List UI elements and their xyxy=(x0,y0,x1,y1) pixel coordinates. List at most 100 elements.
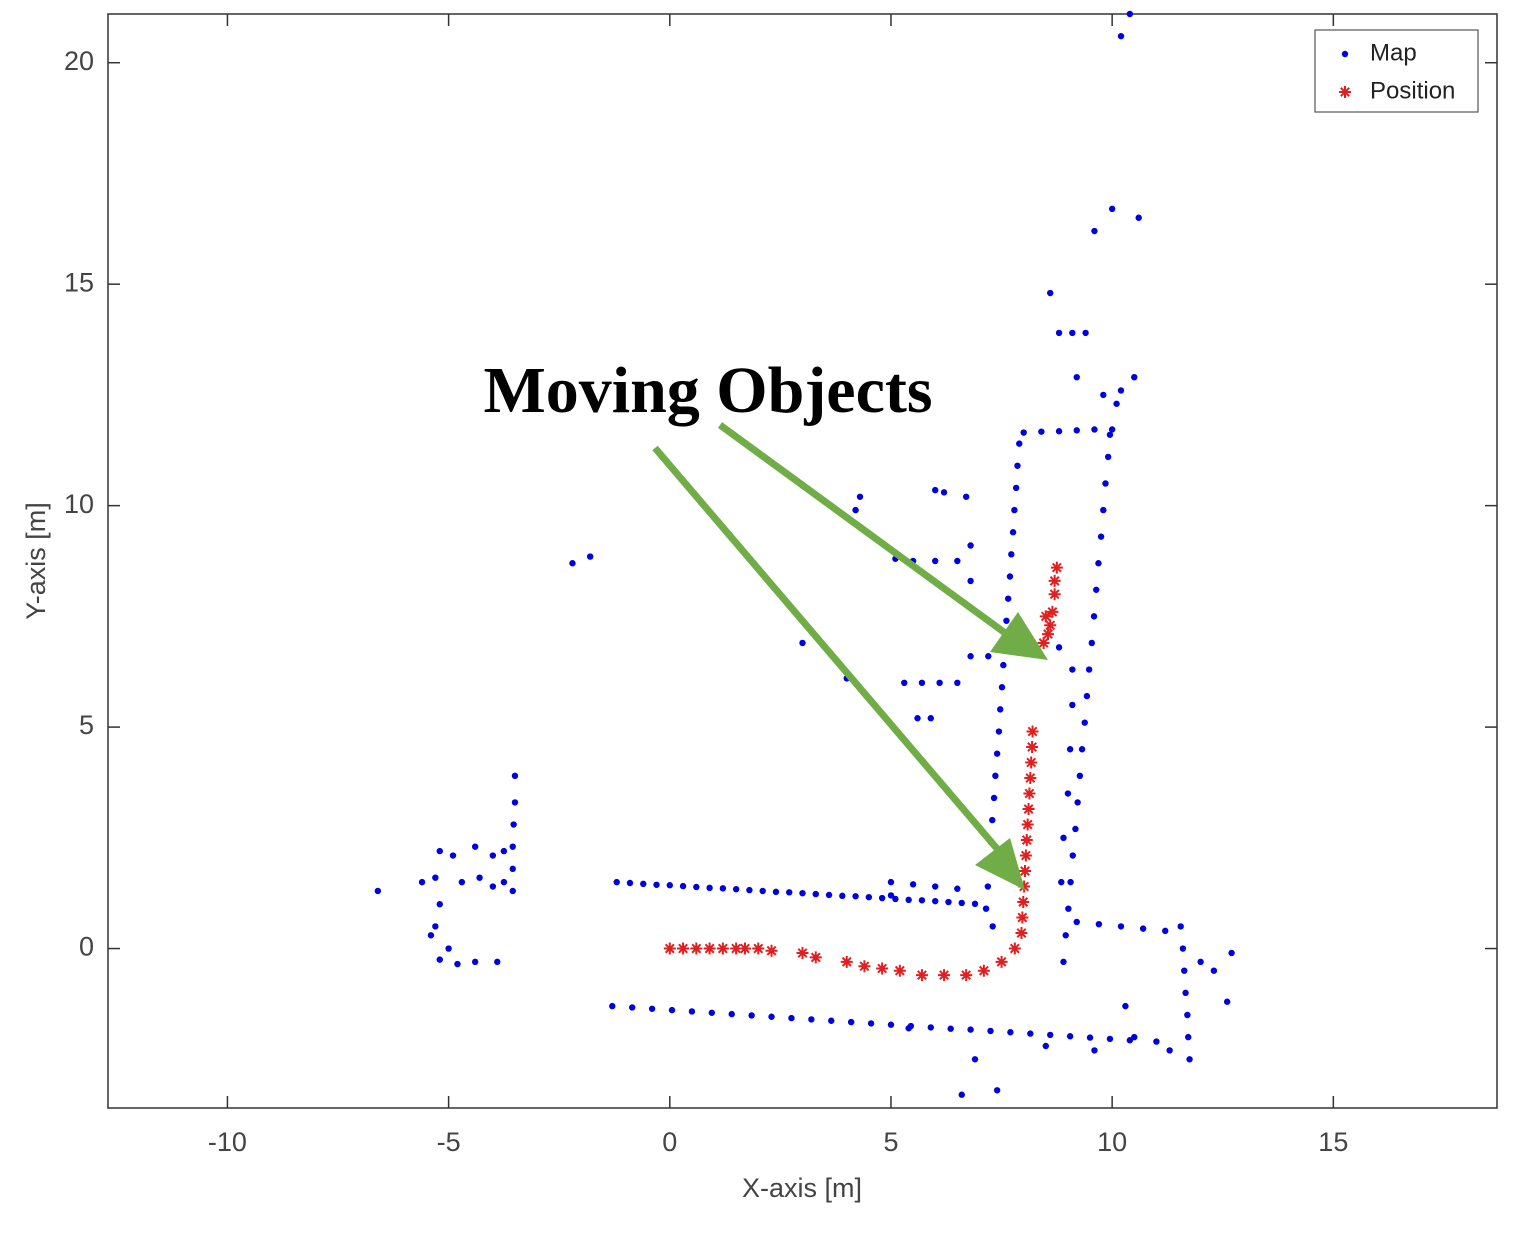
map-point xyxy=(786,889,793,896)
map-point xyxy=(1082,329,1089,337)
map-point xyxy=(998,684,1006,691)
legend-marker xyxy=(1339,86,1351,98)
map-point xyxy=(887,1021,895,1028)
position-marker xyxy=(1021,818,1034,831)
map-point xyxy=(772,888,780,896)
position-marker xyxy=(893,964,906,977)
map-point xyxy=(1073,427,1080,434)
map-point xyxy=(640,880,647,888)
map-point xyxy=(1085,666,1093,673)
map-point xyxy=(445,945,452,952)
map-point xyxy=(628,1004,636,1011)
map-point xyxy=(768,1013,775,1020)
map-point xyxy=(788,1014,795,1022)
map-point xyxy=(728,1010,735,1018)
x-axis-label: X-axis [m] xyxy=(742,1173,862,1203)
map-point xyxy=(653,881,660,888)
y-tick-label: 0 xyxy=(79,932,94,962)
position-marker xyxy=(977,964,990,977)
map-point xyxy=(511,772,519,780)
x-tick-label: -5 xyxy=(437,1127,461,1157)
map-point xyxy=(494,958,501,966)
map-point xyxy=(1069,701,1076,709)
position-marker xyxy=(1019,865,1032,878)
map-point xyxy=(1228,949,1235,957)
map-point xyxy=(454,960,461,968)
position-marker xyxy=(663,942,676,955)
position-marker xyxy=(690,942,703,955)
map-point xyxy=(1062,932,1069,939)
map-point xyxy=(432,874,439,881)
map-point xyxy=(1100,506,1107,514)
position-marker xyxy=(1024,772,1037,785)
map-point xyxy=(1016,440,1023,447)
map-point xyxy=(1131,1033,1138,1041)
map-point xyxy=(1069,852,1076,859)
map-point xyxy=(993,750,1001,757)
map-point xyxy=(748,1012,755,1019)
map-point xyxy=(1091,426,1098,433)
position-marker xyxy=(809,951,822,964)
map-point xyxy=(706,884,713,892)
map-point xyxy=(1113,400,1120,407)
map-point xyxy=(982,905,990,912)
map-point xyxy=(1027,1030,1034,1037)
map-point xyxy=(746,886,753,894)
position-marker xyxy=(840,955,853,968)
points xyxy=(374,10,1235,1098)
map-point xyxy=(839,892,846,900)
map-point xyxy=(1106,431,1114,438)
map-point xyxy=(932,897,939,905)
map-point xyxy=(648,1005,656,1012)
map-point xyxy=(1042,1042,1049,1050)
map-point xyxy=(1139,925,1147,932)
map-point xyxy=(918,679,926,687)
position-marker xyxy=(1008,942,1021,955)
map-point xyxy=(708,1009,716,1016)
x-tick-label: 15 xyxy=(1318,1127,1348,1157)
map-point xyxy=(476,874,483,881)
map-point xyxy=(852,893,859,900)
map-point xyxy=(1104,453,1112,461)
map-point xyxy=(1106,1035,1114,1043)
arrow xyxy=(652,445,1008,861)
map-point xyxy=(418,878,426,886)
map-point xyxy=(901,679,908,687)
map-point xyxy=(688,1008,696,1015)
position-marker xyxy=(1039,610,1052,623)
map-point xyxy=(932,883,939,890)
map-point xyxy=(1090,613,1098,620)
map-point xyxy=(1086,1034,1094,1041)
position-marker xyxy=(730,942,743,955)
map-point xyxy=(1162,927,1169,935)
legend-box xyxy=(1314,29,1479,113)
map-point xyxy=(1095,560,1102,567)
x-tick-label: 10 xyxy=(1097,1127,1127,1157)
map-point xyxy=(1020,429,1027,436)
map-point xyxy=(1091,1047,1098,1054)
position-marker xyxy=(1050,561,1063,574)
map-point xyxy=(1006,573,1014,580)
map-point xyxy=(932,557,939,565)
map-point xyxy=(471,958,479,966)
position-marker xyxy=(1019,849,1032,862)
position-marker xyxy=(738,942,751,955)
map-point xyxy=(1197,958,1204,966)
map-point xyxy=(865,893,873,901)
map-point xyxy=(1069,329,1076,337)
map-point xyxy=(1097,533,1105,540)
position-marker xyxy=(858,960,871,973)
map-point xyxy=(1182,989,1189,997)
map-point xyxy=(985,653,992,660)
legend-label: Map xyxy=(1370,39,1417,66)
position-marker xyxy=(1048,574,1061,587)
map-point xyxy=(892,895,899,903)
map-point xyxy=(936,679,943,687)
map-point xyxy=(1135,214,1142,221)
map-point xyxy=(626,879,634,887)
map-point xyxy=(914,715,921,722)
map-point xyxy=(1000,661,1007,669)
map-point xyxy=(993,1087,1001,1094)
